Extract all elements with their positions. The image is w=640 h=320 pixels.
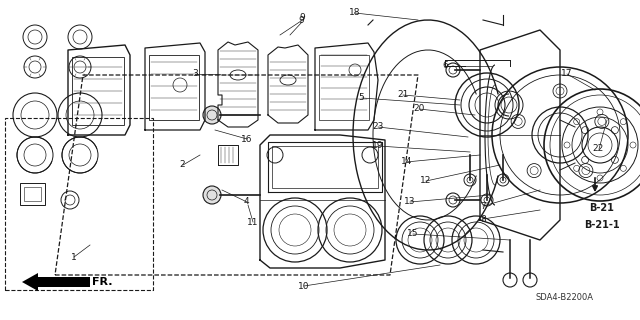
Bar — [272, 146, 378, 188]
Circle shape — [203, 186, 221, 204]
Text: 4: 4 — [244, 197, 249, 206]
Text: 11: 11 — [247, 218, 259, 227]
Text: B-21: B-21 — [589, 203, 614, 213]
Text: FR.: FR. — [92, 277, 112, 287]
Text: 10: 10 — [298, 282, 310, 291]
Text: 23: 23 — [372, 122, 383, 131]
Text: 12: 12 — [420, 176, 431, 185]
Text: 9: 9 — [298, 16, 303, 25]
Text: 5: 5 — [359, 93, 364, 102]
Text: 17: 17 — [561, 69, 572, 78]
Text: 21: 21 — [397, 90, 409, 99]
Text: 18: 18 — [349, 8, 361, 17]
Text: 6: 6 — [442, 61, 447, 70]
Bar — [72, 57, 124, 125]
Bar — [149, 55, 199, 120]
FancyArrow shape — [22, 273, 90, 291]
Circle shape — [203, 106, 221, 124]
Text: 14: 14 — [401, 157, 412, 166]
Text: 8: 8 — [481, 215, 486, 224]
Text: B-21-1: B-21-1 — [584, 220, 620, 230]
Text: 22: 22 — [593, 144, 604, 153]
Text: 13: 13 — [404, 197, 415, 206]
Text: 3: 3 — [193, 69, 198, 78]
Bar — [5, 118, 153, 290]
Text: 9: 9 — [299, 12, 305, 21]
Bar — [319, 55, 369, 120]
Text: 15: 15 — [407, 229, 419, 238]
Text: 1: 1 — [71, 253, 76, 262]
Text: 2: 2 — [180, 160, 185, 169]
Text: 20: 20 — [413, 104, 425, 113]
Text: 16: 16 — [241, 135, 252, 144]
Bar — [24, 187, 41, 201]
Text: 7: 7 — [481, 202, 486, 211]
Text: 19: 19 — [372, 141, 383, 150]
Bar — [20, 183, 45, 205]
Text: SDA4-B2200A: SDA4-B2200A — [536, 293, 594, 302]
